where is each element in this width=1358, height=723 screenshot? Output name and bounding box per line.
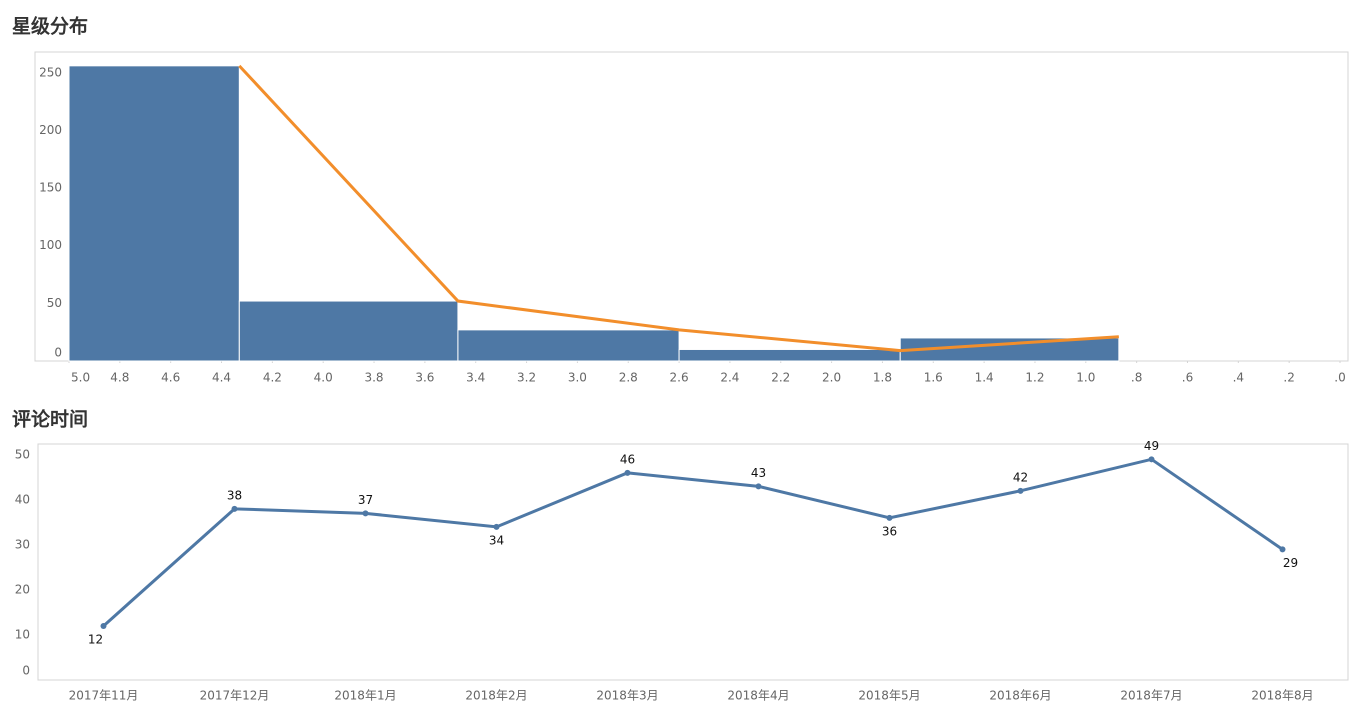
- x-tick-label: 4.4: [212, 371, 231, 385]
- x-tick-label: 1.6: [924, 371, 943, 385]
- point: [100, 622, 107, 629]
- x-tick-label: .4: [1233, 371, 1244, 385]
- data-label: 36: [882, 524, 897, 538]
- data-label: 37: [358, 493, 373, 507]
- chart-title: 星级分布: [12, 15, 88, 38]
- x-tick-label: 3.6: [415, 371, 434, 385]
- point: [1148, 456, 1155, 463]
- point: [493, 523, 500, 530]
- x-tick-label: 2017年11月: [69, 689, 139, 703]
- y-tick-label: 200: [39, 123, 62, 137]
- x-tick-label: 2018年2月: [465, 689, 527, 703]
- x-tick-label: 2018年8月: [1251, 689, 1313, 703]
- y-tick-label: 20: [15, 582, 30, 596]
- x-tick-label: 2018年1月: [334, 689, 396, 703]
- x-tick-label: 2.6: [670, 371, 689, 385]
- data-label: 34: [489, 533, 504, 547]
- chart-title: 评论时间: [12, 408, 88, 431]
- x-tick-label: 4.6: [161, 371, 180, 385]
- x-tick-label: 2018年7月: [1120, 689, 1182, 703]
- x-tick-label: 2.2: [771, 371, 790, 385]
- bar: [678, 348, 901, 362]
- x-tick-label: 2.0: [822, 371, 841, 385]
- data-label: 42: [1013, 470, 1028, 484]
- x-tick-label: 4.8: [110, 371, 129, 385]
- x-tick-label: 2018年4月: [727, 689, 789, 703]
- y-tick-label: 0: [22, 664, 30, 678]
- x-tick-label: .6: [1182, 371, 1193, 385]
- x-tick-label: .0: [1334, 371, 1345, 385]
- x-tick-label: 3.8: [364, 371, 383, 385]
- x-tick-label: 3.0: [568, 371, 587, 385]
- x-tick-label: 1.2: [1025, 371, 1044, 385]
- point: [231, 505, 238, 512]
- point: [1279, 546, 1286, 553]
- bar: [238, 300, 459, 362]
- point: [1017, 487, 1024, 494]
- x-tick-label: 4.0: [314, 371, 333, 385]
- x-tick-label: .8: [1131, 371, 1142, 385]
- x-tick-label: 5.0: [71, 371, 90, 385]
- y-tick-label: 0: [54, 346, 62, 360]
- data-label: 38: [227, 488, 242, 502]
- x-tick-label: 2017年12月: [200, 689, 270, 703]
- bar: [68, 65, 240, 362]
- y-tick-label: 100: [39, 238, 62, 252]
- trend-line: [238, 64, 1119, 353]
- x-tick-label: 3.4: [466, 371, 485, 385]
- plot-frame: [37, 443, 1349, 681]
- x-tick-label: 2.8: [619, 371, 638, 385]
- point: [624, 469, 631, 476]
- point: [362, 510, 369, 517]
- x-tick-label: 1.8: [873, 371, 892, 385]
- bar: [457, 329, 680, 362]
- x-tick-label: 2018年6月: [989, 689, 1051, 703]
- line: [102, 457, 1284, 628]
- x-tick-label: 3.2: [517, 371, 536, 385]
- y-tick-label: 40: [15, 492, 30, 506]
- x-tick-label: 2018年5月: [858, 689, 920, 703]
- x-tick-label: 2.4: [720, 371, 739, 385]
- y-tick-label: 250: [39, 65, 62, 79]
- x-tick-label: 1.0: [1076, 371, 1095, 385]
- data-label: 46: [620, 452, 635, 466]
- point: [755, 483, 762, 490]
- y-tick-label: 50: [15, 447, 30, 461]
- point: [886, 514, 893, 521]
- y-tick-label: 50: [47, 296, 62, 310]
- x-tick-label: 1.4: [975, 371, 994, 385]
- data-label: 29: [1283, 556, 1298, 570]
- data-label: 43: [751, 466, 766, 480]
- y-tick-label: 150: [39, 181, 62, 195]
- data-label: 12: [88, 632, 103, 646]
- y-tick-label: 30: [15, 537, 30, 551]
- data-label: 49: [1144, 439, 1159, 453]
- x-tick-label: .2: [1283, 371, 1294, 385]
- y-tick-label: 10: [15, 627, 30, 641]
- x-tick-label: 4.2: [263, 371, 282, 385]
- x-tick-label: 2018年3月: [596, 689, 658, 703]
